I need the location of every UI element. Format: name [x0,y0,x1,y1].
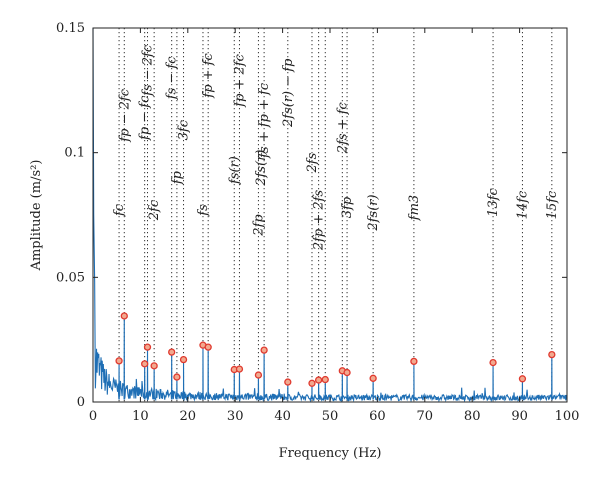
peak-markers [115,312,556,387]
annotation-label-21: fm3 [407,195,422,221]
annotation-label-16: 2fs [305,152,320,173]
peak-marker-16 [314,376,323,384]
x-tick-label-5: 50 [322,409,339,424]
annotation-label-12: 2fp [251,214,266,237]
annotation-label-6: fp [170,170,185,185]
peak-marker-13 [260,346,268,354]
peak-marker-11 [235,365,244,373]
annotation-label-5: fs − fc [165,56,180,100]
peak-marker-19 [343,368,351,377]
peak-marker-5 [168,348,176,356]
x-tick-label-2: 20 [180,409,197,424]
peak-marker-20 [369,374,377,382]
x-tick-label-3: 30 [227,409,244,424]
annotation-label-24: 15fc [545,190,560,219]
y-tick-label-1: 0.05 [56,270,85,285]
peak-marker-4 [150,362,158,370]
annotation-label-11: fp + 2fc [233,53,248,107]
annotation-label-2: fp − fc [138,95,153,141]
y-axis-title: Amplitude (m/s²) [29,160,44,272]
peak-marker-23 [518,375,527,383]
peak-marker-9 [204,343,212,351]
annotation-label-9: fp + fc [201,52,216,98]
annotation-label-4: 2fc [147,199,162,221]
x-tick-label-8: 80 [464,409,481,424]
peak-marker-7 [179,355,188,364]
peak-marker-15 [308,379,316,387]
peak-marker-24 [548,350,556,359]
peak-marker-2 [141,360,149,368]
x-tick-label-9: 90 [511,409,528,424]
annotation-label-8: fs [196,204,211,217]
y-tick-label-2: 0.1 [64,146,85,161]
y-tick-label-0: 0 [77,395,85,410]
peak-marker-6 [173,373,181,381]
x-tick-label-6: 60 [369,409,386,424]
annotation-label-15: 2fs(r) − fp [281,58,296,128]
annotation-label-1: fp − 2fc [117,88,132,142]
annotation-label-14: fs + fp + fc [257,82,272,159]
axes [92,27,568,403]
annotation-label-19: 3fp [340,196,355,218]
x-tick-label-10: 100 [555,409,580,424]
x-axis-title: Frequency (Hz) [279,446,382,461]
peak-marker-0 [115,357,123,365]
peak-marker-14 [284,378,292,386]
x-tick-label-0: 0 [89,409,97,424]
x-tick-label-1: 10 [132,409,149,424]
annotation-label-13: 2fs(r) [254,150,269,187]
peak-marker-12 [254,371,263,379]
peak-marker-3 [143,343,152,351]
spectrum-line [92,27,568,403]
peak-marker-17 [321,375,329,384]
annotation-label-22: 13fc [486,187,501,216]
annotation-label-10: fs(r) [227,156,242,185]
annotation-label-18: 2fs + fc [335,101,350,154]
x-tick-label-7: 70 [417,409,434,424]
annotation-label-0: fc [112,203,127,217]
peak-marker-21 [410,357,418,366]
spectrum-plot [92,27,568,403]
y-tick-label-3: 0.15 [56,21,85,36]
peak-marker-22 [489,358,497,367]
x-tick-label-4: 40 [274,409,291,424]
peak-marker-1 [120,312,128,320]
tick-labels: 0 10 20 30 40 50 60 70 80 90 100 0 0.05 0.1 0.15 [56,21,579,424]
annotation-label-7: 3fc [177,119,192,140]
annotation-label-23: 14fc [515,190,530,219]
annotation-label-20: 2fs(r) [366,194,381,231]
annotation-label-17: 2fp + 2fs [312,190,327,252]
annotation-label-3: fs − 2fc [141,44,156,97]
